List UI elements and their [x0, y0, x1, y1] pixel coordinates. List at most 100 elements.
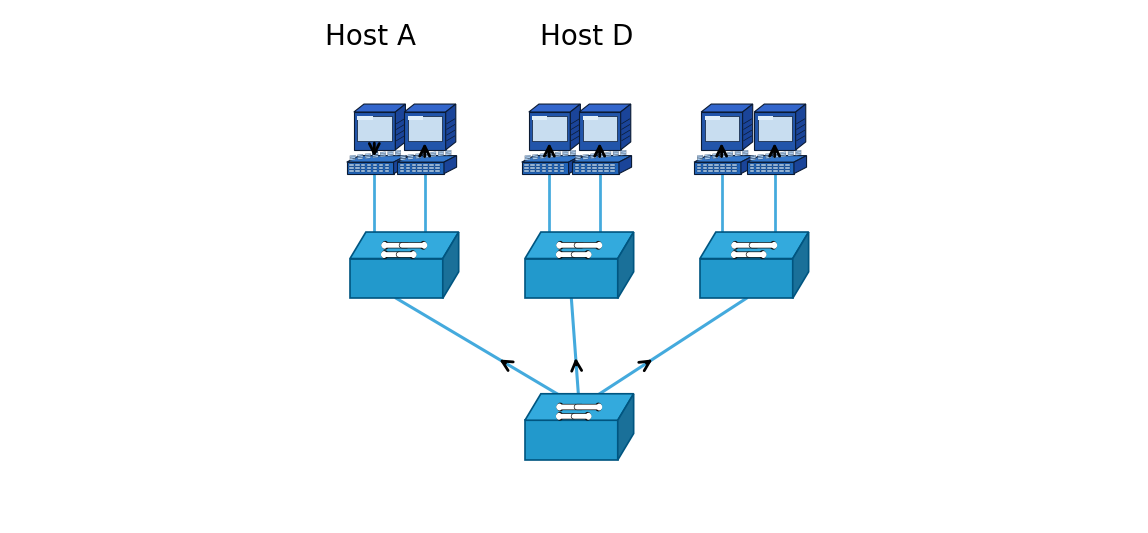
Bar — [604, 167, 608, 169]
Bar — [727, 169, 730, 172]
Polygon shape — [445, 154, 451, 156]
Polygon shape — [751, 158, 755, 160]
Polygon shape — [705, 154, 711, 156]
Bar — [774, 164, 777, 166]
Bar — [708, 169, 713, 172]
Bar — [774, 167, 777, 169]
Polygon shape — [590, 155, 596, 157]
Polygon shape — [697, 155, 703, 157]
Bar — [767, 169, 771, 172]
Polygon shape — [540, 157, 545, 159]
Bar — [732, 167, 737, 169]
Polygon shape — [740, 156, 753, 174]
Polygon shape — [525, 155, 530, 157]
Bar — [379, 169, 383, 172]
Polygon shape — [529, 104, 581, 112]
Bar — [367, 167, 372, 169]
Bar — [367, 164, 372, 166]
Bar — [560, 167, 565, 169]
Bar — [349, 167, 354, 169]
Polygon shape — [445, 150, 451, 152]
Bar — [362, 167, 365, 169]
Bar — [525, 169, 528, 172]
Bar — [372, 150, 377, 158]
Polygon shape — [401, 155, 405, 157]
Polygon shape — [743, 150, 748, 152]
Bar — [429, 169, 434, 172]
Bar — [530, 167, 535, 169]
Polygon shape — [416, 157, 421, 159]
Polygon shape — [735, 151, 740, 153]
Polygon shape — [357, 154, 363, 156]
Bar — [771, 150, 777, 158]
Bar — [598, 169, 603, 172]
Polygon shape — [766, 154, 770, 156]
Bar — [587, 167, 591, 169]
Polygon shape — [788, 152, 793, 155]
Polygon shape — [354, 104, 405, 112]
Bar — [530, 169, 535, 172]
Polygon shape — [568, 156, 581, 174]
Bar — [373, 167, 378, 169]
Polygon shape — [408, 157, 413, 159]
Bar — [355, 169, 359, 172]
Bar — [373, 169, 378, 172]
Bar — [364, 158, 385, 160]
Polygon shape — [575, 157, 581, 159]
Bar — [774, 169, 777, 172]
Bar — [750, 167, 754, 169]
Bar — [714, 164, 719, 166]
Bar — [575, 169, 579, 172]
Polygon shape — [408, 156, 413, 158]
Bar — [611, 164, 614, 166]
Polygon shape — [705, 156, 711, 158]
Polygon shape — [556, 152, 560, 154]
Polygon shape — [788, 151, 793, 153]
Bar — [418, 169, 421, 172]
Polygon shape — [728, 154, 732, 156]
Polygon shape — [583, 156, 588, 158]
Polygon shape — [408, 154, 413, 156]
Polygon shape — [525, 394, 634, 420]
Polygon shape — [430, 152, 436, 154]
Bar — [767, 164, 771, 166]
Bar — [540, 158, 559, 160]
Polygon shape — [580, 112, 621, 150]
Bar — [767, 167, 771, 169]
Polygon shape — [350, 259, 443, 298]
Polygon shape — [357, 156, 363, 158]
Polygon shape — [357, 116, 391, 141]
Polygon shape — [598, 156, 604, 158]
Polygon shape — [621, 152, 626, 154]
Polygon shape — [580, 104, 630, 112]
Polygon shape — [705, 116, 720, 120]
Bar — [400, 164, 404, 166]
Polygon shape — [621, 150, 626, 152]
Bar — [581, 167, 584, 169]
Bar — [779, 169, 784, 172]
Polygon shape — [583, 154, 588, 156]
Bar — [604, 164, 608, 166]
Bar — [435, 169, 440, 172]
Bar — [761, 164, 766, 166]
Bar — [536, 164, 541, 166]
Polygon shape — [720, 152, 726, 155]
Polygon shape — [621, 104, 630, 150]
Bar — [604, 169, 608, 172]
Bar — [785, 164, 790, 166]
Polygon shape — [388, 154, 393, 156]
Bar — [542, 164, 546, 166]
Polygon shape — [766, 157, 770, 159]
Polygon shape — [796, 150, 801, 152]
Bar — [424, 167, 428, 169]
Polygon shape — [794, 156, 807, 174]
Polygon shape — [713, 154, 718, 156]
Polygon shape — [540, 154, 545, 156]
Polygon shape — [796, 104, 806, 150]
Bar — [597, 150, 603, 158]
Bar — [411, 164, 416, 166]
Polygon shape — [571, 152, 575, 154]
Polygon shape — [583, 157, 588, 159]
Bar — [429, 167, 434, 169]
Bar — [355, 164, 359, 166]
